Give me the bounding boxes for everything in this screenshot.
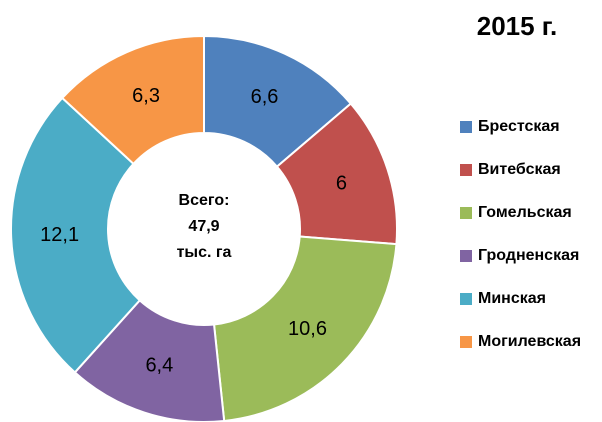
legend-label: Витебская — [478, 161, 561, 178]
data-label: 6,6 — [251, 86, 279, 108]
legend-swatch — [460, 293, 472, 305]
legend-swatch — [460, 336, 472, 348]
legend-swatch — [460, 164, 472, 176]
donut-slice — [10, 96, 142, 374]
legend-label: Могилевская — [478, 333, 581, 350]
legend-swatch — [460, 121, 472, 133]
legend-swatch — [460, 207, 472, 219]
center-label: Всего: — [179, 192, 230, 209]
data-label: 6,3 — [132, 85, 160, 107]
legend-swatch — [460, 250, 472, 262]
data-label: 6,4 — [145, 355, 173, 377]
legend-label: Минская — [478, 290, 546, 307]
data-label: 10,6 — [288, 318, 327, 340]
chart-title: 2015 г. — [477, 11, 558, 41]
center-label: 47,9 — [188, 218, 219, 235]
legend-label: Брестская — [478, 118, 560, 135]
legend-label: Гомельская — [478, 204, 572, 221]
center-label: тыс. га — [177, 244, 232, 261]
legend-label: Гродненская — [478, 247, 579, 264]
data-label: 6 — [336, 173, 347, 195]
donut-slice — [60, 34, 205, 166]
data-label: 12,1 — [40, 224, 79, 246]
donut-slice — [212, 235, 398, 422]
